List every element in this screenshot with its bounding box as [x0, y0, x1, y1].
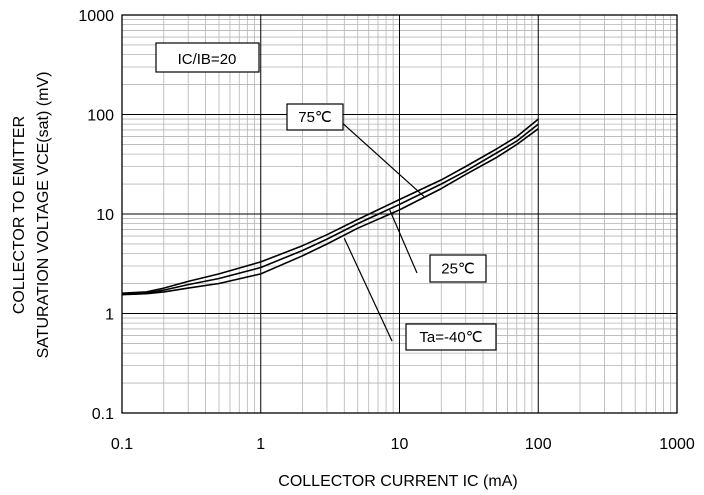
tick-labels: 0.1 1 10 100 1000 0.1 1 10 100 1000 — [78, 8, 694, 453]
condition-label: IC/IB=20 — [178, 51, 237, 68]
series-label-leader-2 — [343, 238, 393, 342]
series-label-leader-0 — [338, 119, 425, 197]
y-axis-title-line2: SATURATION VOLTAGE VCE(sat) (mV) — [35, 72, 52, 359]
x-tick-label: 10 — [391, 436, 409, 453]
series-label-1: 25℃ — [441, 261, 475, 278]
series-layer — [121, 118, 539, 296]
annotation-layer: IC/IB=20 75℃ 25℃ Ta=-40℃ — [155, 42, 497, 351]
plot-frame — [121, 14, 678, 414]
y-tick-label: 0.1 — [92, 406, 114, 423]
y-tick-label: 1 — [105, 307, 114, 324]
x-axis-title: COLLECTOR CURRENT IC (mA) — [278, 473, 517, 490]
y-axis-title-line1: COLLECTOR TO EMITTER — [11, 116, 28, 314]
x-tick-label: 1 — [256, 436, 265, 453]
x-tick-label: 1000 — [659, 436, 695, 453]
series-label-box-0 — [286, 103, 344, 131]
y-tick-label: 100 — [87, 108, 114, 125]
x-tick-label: 100 — [525, 436, 552, 453]
y-tick-label: 1000 — [78, 8, 114, 25]
series-label-leader-1 — [389, 209, 418, 274]
series-label-box-1 — [429, 254, 487, 283]
y-tick-label: 10 — [96, 207, 114, 224]
series-label-2: Ta=-40℃ — [419, 329, 482, 346]
series-line-0 — [121, 118, 539, 294]
condition-label-box — [155, 42, 260, 73]
series-line-1 — [121, 123, 539, 296]
series-line-2 — [121, 128, 539, 296]
series-label-box-2 — [405, 323, 497, 351]
x-tick-label: 0.1 — [111, 436, 133, 453]
series-label-0: 75℃ — [298, 109, 332, 126]
